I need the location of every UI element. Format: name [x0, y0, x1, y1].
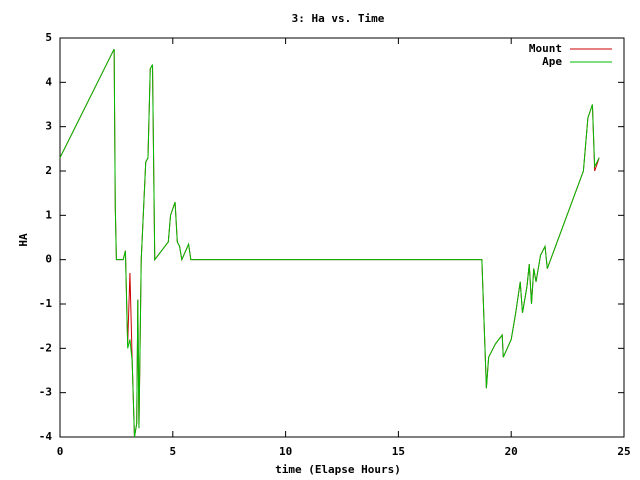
- y-tick-label: 2: [45, 164, 52, 177]
- y-tick-label: -2: [39, 341, 52, 354]
- x-tick-label: 5: [169, 445, 176, 458]
- y-tick-label: 1: [45, 208, 52, 221]
- x-tick-label: 15: [392, 445, 405, 458]
- x-axis-label: time (Elapse Hours): [275, 463, 401, 476]
- y-tick-label: 3: [45, 120, 52, 133]
- y-tick-label: 4: [45, 75, 52, 88]
- y-tick-label: -3: [39, 386, 52, 399]
- x-tick-label: 20: [505, 445, 518, 458]
- legend-label: Mount: [529, 42, 562, 55]
- y-tick-label: -1: [39, 297, 53, 310]
- y-tick-label: -4: [39, 430, 53, 443]
- series-line: [59, 48, 600, 438]
- legend-label: Ape: [542, 55, 562, 68]
- chart-title: 3: Ha vs. Time: [292, 12, 385, 25]
- x-tick-label: 25: [617, 445, 630, 458]
- x-tick-label: 0: [57, 445, 64, 458]
- x-tick-label: 10: [279, 445, 292, 458]
- y-tick-label: 0: [45, 253, 52, 266]
- y-tick-label: 5: [45, 31, 52, 44]
- y-axis-label: HA: [17, 233, 30, 247]
- plot-border: [59, 37, 625, 438]
